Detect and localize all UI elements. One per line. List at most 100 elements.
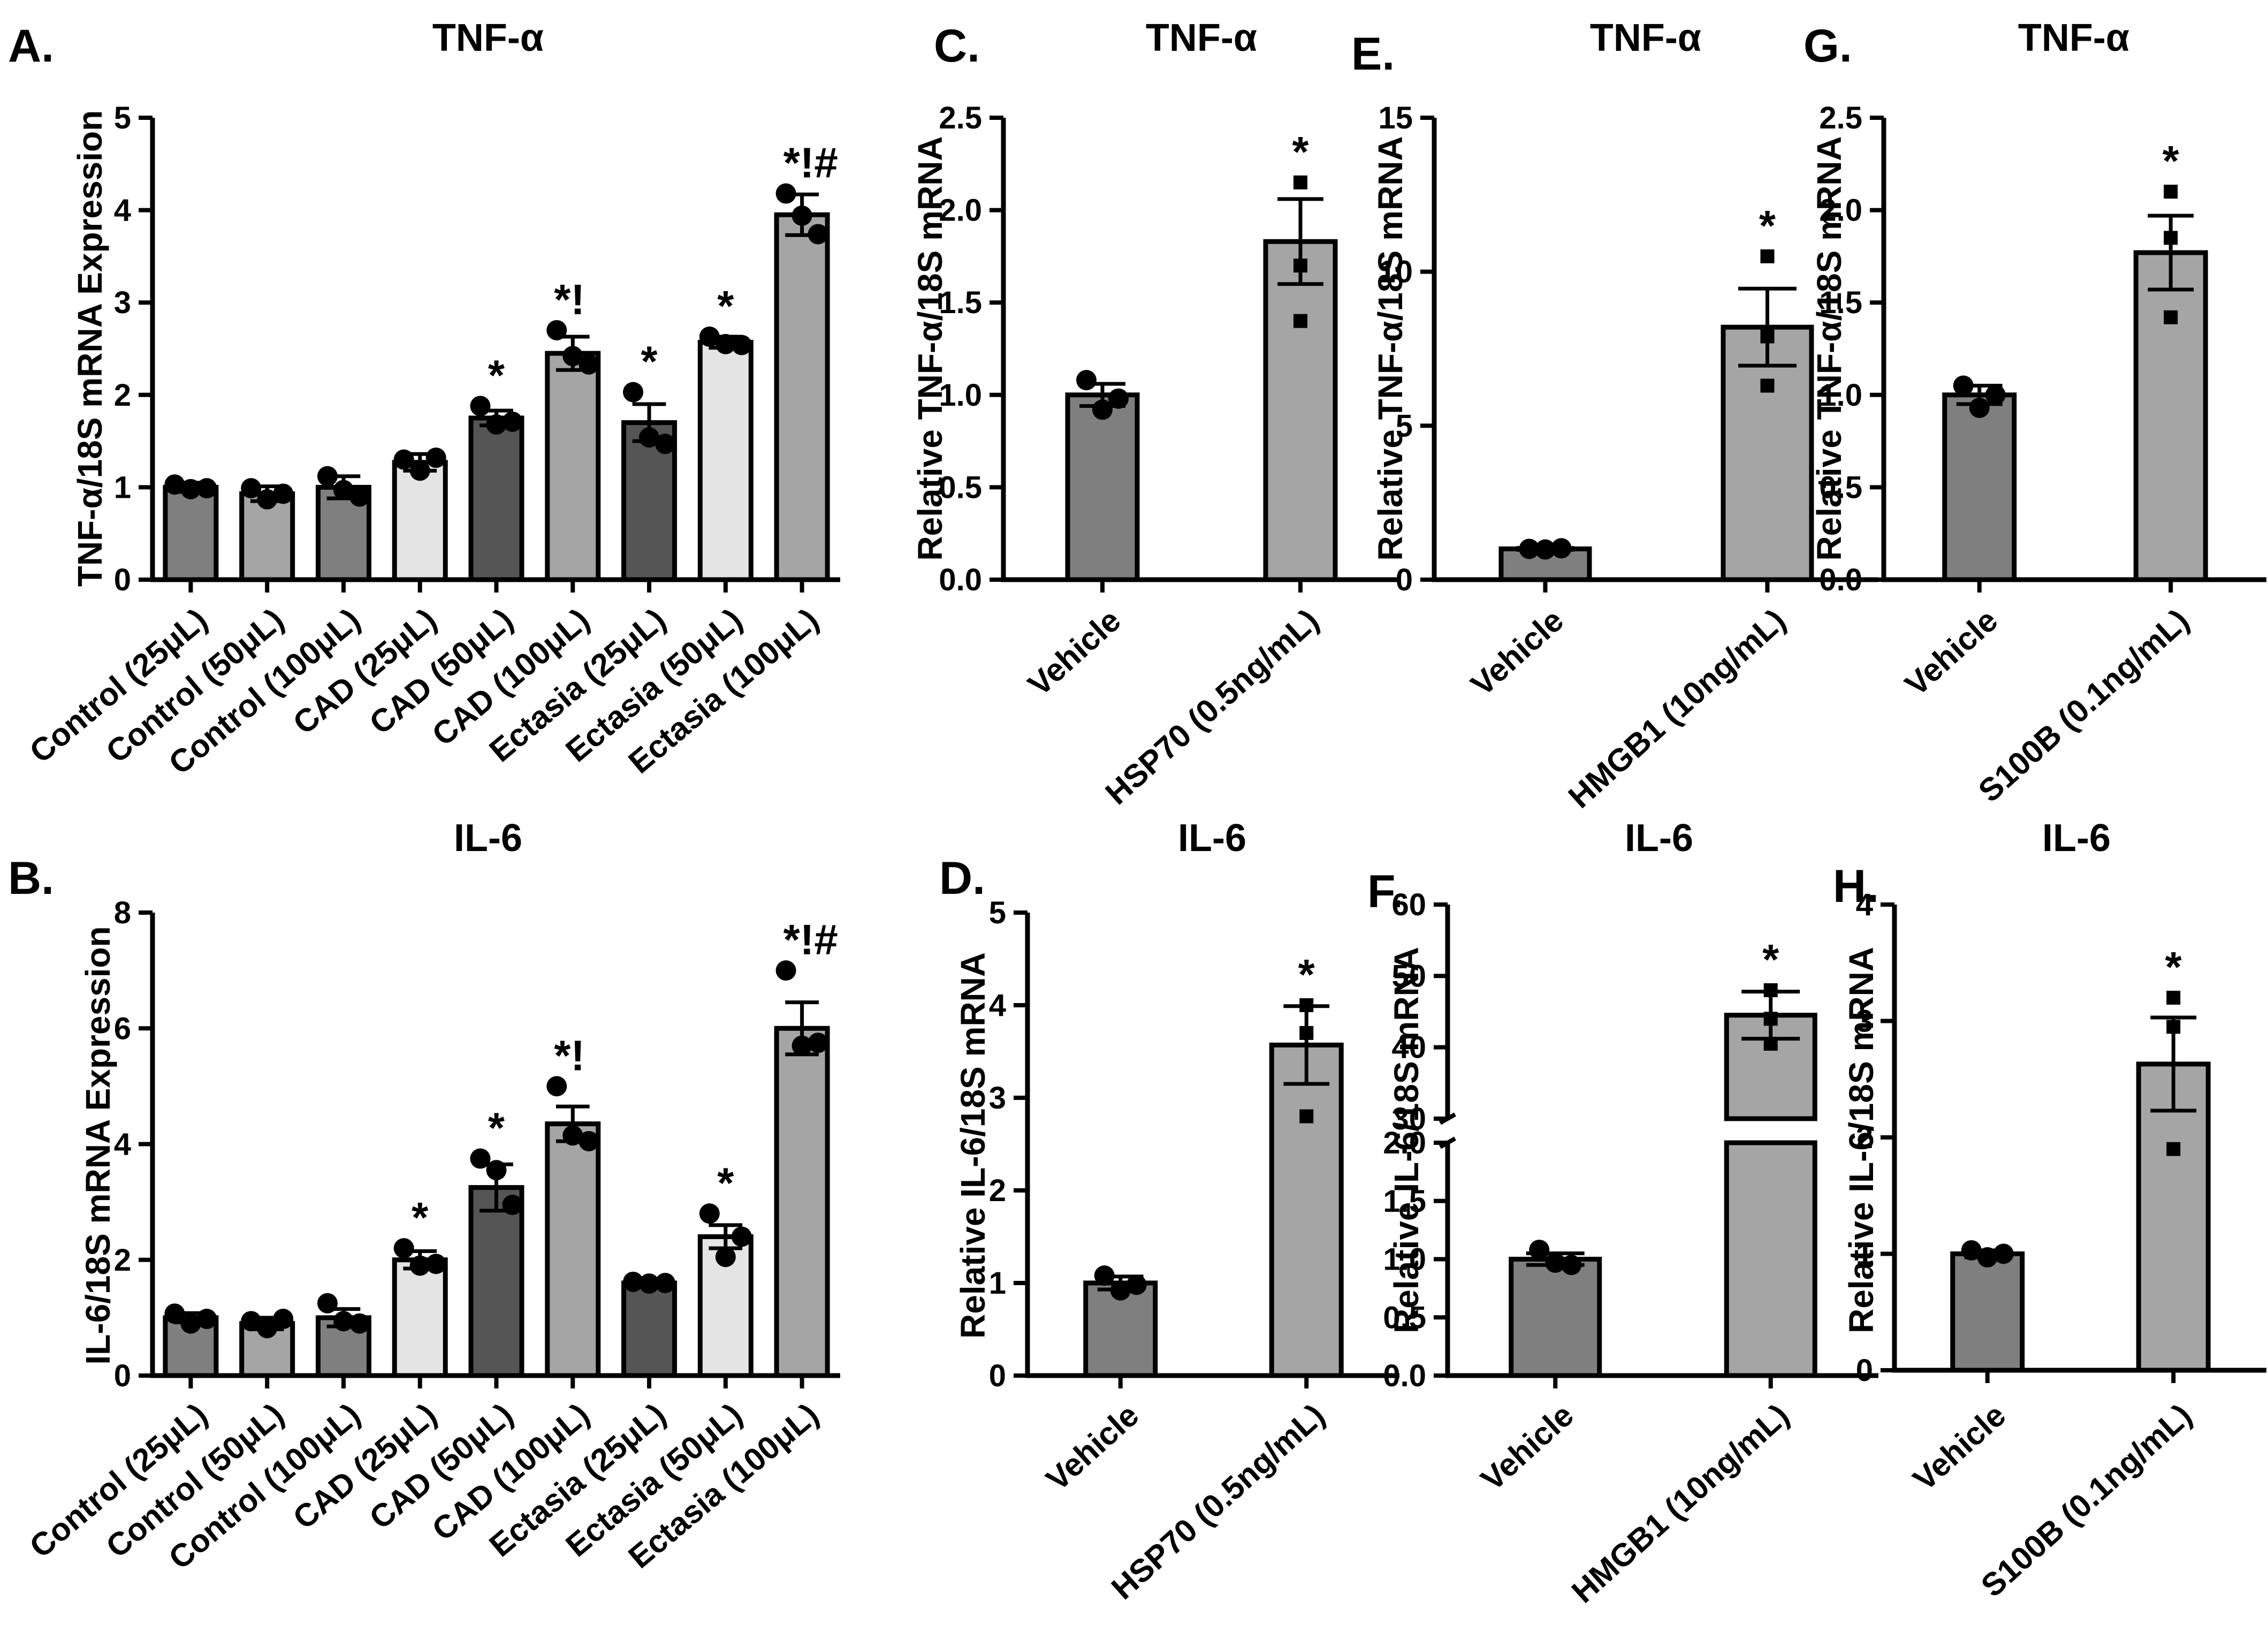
chart-title: IL-6 — [1178, 817, 1246, 860]
bar-break-gap — [1722, 1122, 1820, 1140]
data-point — [1535, 539, 1556, 560]
data-point — [1529, 1240, 1550, 1261]
y-tick-label: 3 — [989, 1081, 1006, 1115]
chart-title: TNF-α — [2018, 17, 2129, 59]
data-point — [1993, 1243, 2014, 1264]
chart-title: IL-6 — [1625, 817, 1693, 860]
y-tick-label: 4 — [989, 988, 1006, 1023]
data-point — [502, 1195, 523, 1216]
data-point — [486, 414, 507, 435]
y-tick-label: 8 — [114, 895, 131, 930]
y-tick-label: 2.0 — [1819, 193, 1862, 228]
data-point — [1763, 1012, 1778, 1026]
data-point — [1293, 259, 1307, 273]
y-tick-label: 0 — [1396, 563, 1413, 597]
data-point — [164, 1303, 185, 1324]
data-point — [1760, 378, 1775, 393]
y-axis-label: Relative TNF-α/18S mRNA — [1371, 136, 1410, 560]
bar — [1950, 1251, 2025, 1373]
data-point — [1092, 399, 1113, 420]
panel-letter: H. — [1833, 861, 1879, 912]
x-category-label: HMGB1 (10ng/mL) — [1565, 1397, 1795, 1610]
y-tick-label: 3 — [114, 285, 131, 320]
y-tick-label: 1.0 — [939, 378, 982, 413]
y-tick-label: 0 — [1856, 1353, 1873, 1388]
x-category-label: Vehicle — [1906, 1397, 2013, 1498]
data-point — [655, 1273, 676, 1293]
y-tick-label: 1.5 — [1383, 1184, 1426, 1219]
bar — [774, 1026, 830, 1378]
y-tick-label: 6 — [114, 1011, 131, 1046]
x-category-label: Vehicle — [1039, 1397, 1146, 1498]
data-point — [241, 478, 262, 499]
data-point — [699, 327, 720, 347]
significance-label: * — [488, 1104, 505, 1152]
y-tick-label: 1 — [1856, 1237, 1873, 1272]
data-point — [349, 1313, 370, 1334]
data-point — [639, 1273, 660, 1294]
data-point — [791, 1035, 812, 1056]
data-point — [241, 1311, 262, 1332]
bar — [2133, 250, 2208, 582]
bar — [545, 1121, 601, 1378]
significance-label: *!# — [783, 916, 838, 963]
y-tick-label: 50 — [1391, 959, 1426, 993]
significance-label: * — [488, 352, 505, 399]
significance-label: *!# — [783, 139, 838, 187]
data-point — [579, 354, 599, 375]
bar — [621, 1280, 678, 1378]
data-point — [562, 346, 583, 367]
data-point — [1760, 249, 1775, 263]
bar — [2136, 1061, 2211, 1373]
data-point — [1076, 370, 1097, 391]
y-axis-label: TNF-α/18S mRNA Expression — [71, 110, 109, 587]
panel-letter: F. — [1367, 866, 1403, 917]
data-point — [546, 1076, 567, 1097]
y-tick-label: 4 — [114, 193, 131, 228]
significance-label: *! — [554, 276, 585, 323]
data-point — [1299, 1026, 1314, 1040]
data-point — [196, 478, 217, 499]
y-tick-label: 0 — [989, 1358, 1006, 1393]
panel-letter: G. — [1803, 20, 1852, 72]
significance-label: *! — [554, 1031, 585, 1079]
y-tick-label: 1.5 — [939, 285, 982, 320]
y-tick-label: 0.0 — [939, 563, 982, 597]
data-point — [2166, 1142, 2181, 1156]
x-category-label: S100B (0.1ng/mL) — [1972, 602, 2196, 809]
data-point — [470, 1148, 491, 1169]
data-point — [1293, 314, 1307, 328]
panel-h: H. IL-6 Relative IL-6/18S mRNA 0 1 2 3 4 Vehicle… — [1833, 817, 2266, 1604]
significance-label: * — [1292, 128, 1309, 176]
data-point — [1094, 1265, 1115, 1286]
bar — [1065, 392, 1140, 582]
significance-label: * — [412, 1194, 429, 1241]
chart-title: IL-6 — [2042, 817, 2111, 860]
data-point — [393, 449, 414, 470]
data-point — [333, 480, 354, 500]
y-axis-label: Relative TNF-α/18S mRNA — [911, 136, 949, 560]
bar — [392, 460, 448, 582]
data-point — [425, 1254, 446, 1274]
data-point — [1977, 1247, 1998, 1268]
y-tick-label: 2.0 — [939, 193, 982, 228]
data-point — [164, 474, 185, 495]
significance-label: * — [2165, 943, 2182, 991]
bar — [774, 212, 830, 582]
bar — [468, 1185, 524, 1378]
y-tick-label: 30 — [1391, 1102, 1426, 1136]
panel-letter: D. — [939, 853, 985, 904]
y-tick-label: 1.5 — [1819, 285, 1862, 320]
panel-b: B.IL-6IL-6/18S mRNA Expression02468Contr… — [8, 817, 840, 1576]
y-tick-label: 2 — [989, 1173, 1006, 1208]
y-tick-label: 2.5 — [1819, 101, 1862, 135]
y-tick-label: 2.5 — [939, 101, 982, 135]
data-point — [409, 1255, 430, 1276]
significance-label: * — [1298, 951, 1315, 998]
y-tick-label: 1 — [114, 470, 131, 505]
data-point — [1561, 1255, 1582, 1275]
data-point — [409, 460, 430, 481]
y-tick-label: 1.0 — [1383, 1242, 1426, 1277]
data-point — [1293, 175, 1307, 189]
